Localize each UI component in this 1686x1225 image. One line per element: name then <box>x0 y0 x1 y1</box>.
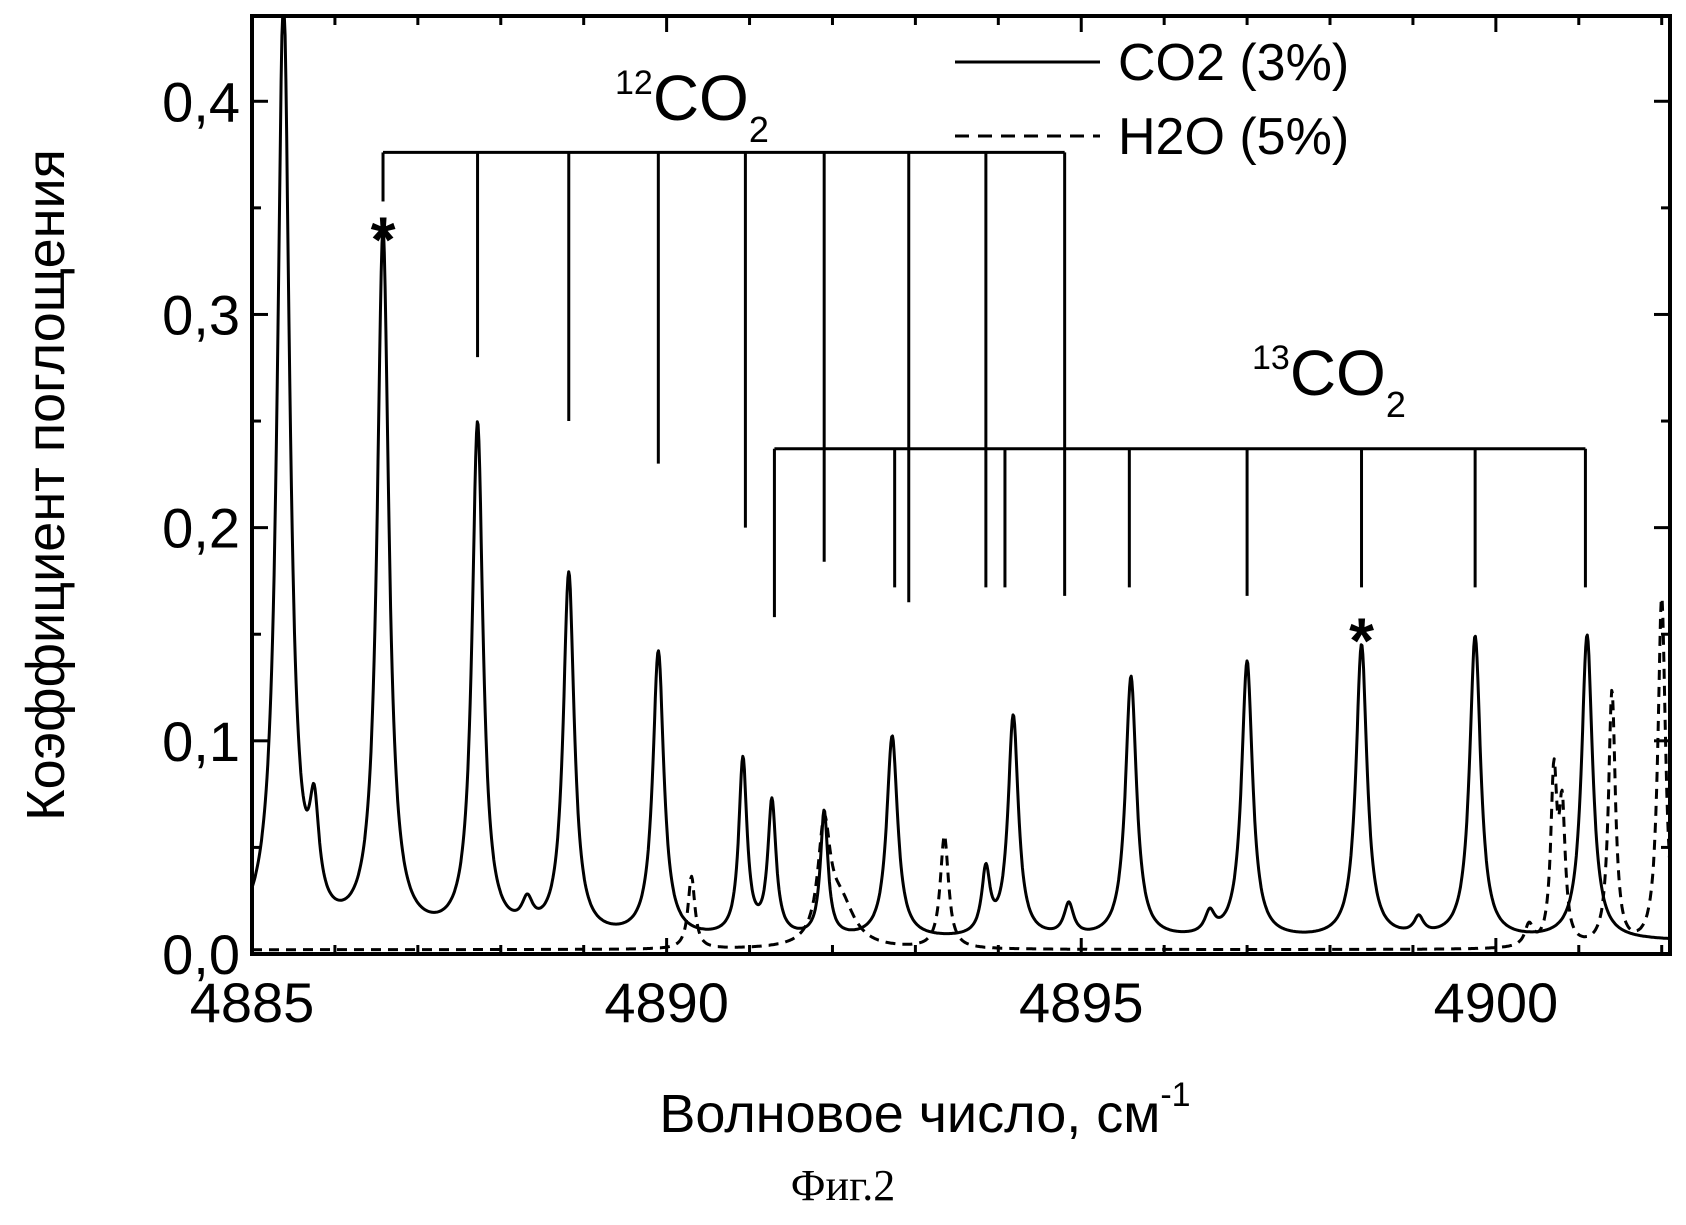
y-tick-label: 0,3 <box>162 283 240 346</box>
y-axis-title: Коэффициент поглощения <box>16 149 76 821</box>
x-axis-ticks: 4885 4890 4895 4900 <box>190 16 1662 1034</box>
series-layer <box>252 16 1670 950</box>
band-label-12co2: 12CO2 <box>615 62 769 150</box>
legend-label-h2o: H2O (5%) <box>1118 108 1349 166</box>
reference-line-marker: * <box>1349 604 1374 676</box>
x-tick-label: 4890 <box>604 971 729 1034</box>
y-tick-label: 0,1 <box>162 710 240 773</box>
reference-line-marker: * <box>371 204 396 276</box>
x-axis-title: Волновое число, см-1 <box>659 1076 1190 1144</box>
legend: CO2 (3%) H2O (5%) <box>955 34 1349 166</box>
y-tick-label: 0,2 <box>162 497 240 560</box>
x-tick-label: 4895 <box>1019 971 1144 1034</box>
legend-label-co2: CO2 (3%) <box>1118 34 1349 92</box>
x-tick-label: 4900 <box>1434 971 1559 1034</box>
co2-series-line <box>252 16 1670 939</box>
y-tick-label: 0,4 <box>162 70 240 133</box>
band-label-13co2: 13CO2 <box>1252 337 1406 425</box>
figure-caption: Фиг.2 <box>0 1160 1686 1211</box>
x-tick-label: 4885 <box>190 971 315 1034</box>
